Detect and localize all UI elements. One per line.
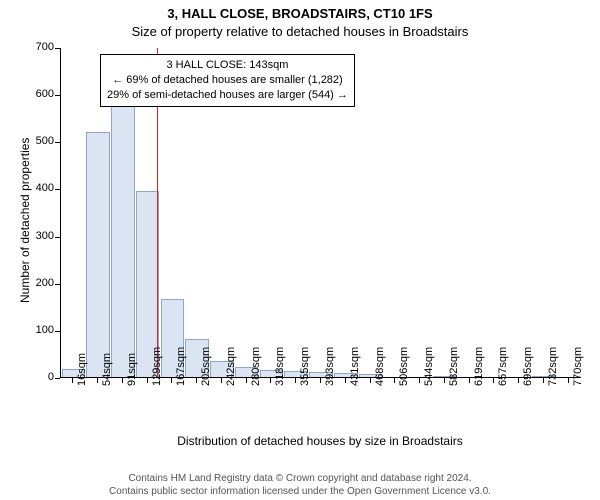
x-tick-mark: [97, 378, 98, 383]
x-tick-mark: [196, 378, 197, 383]
chart-title-main: 3, HALL CLOSE, BROADSTAIRS, CT10 1FS: [0, 6, 600, 21]
y-tick-mark: [55, 95, 60, 96]
x-tick-mark: [72, 378, 73, 383]
y-tick-label: 0: [24, 371, 54, 383]
x-axis-label: Distribution of detached houses by size …: [60, 434, 580, 448]
x-tick-mark: [370, 378, 371, 383]
x-tick-mark: [518, 378, 519, 383]
x-tick-mark: [171, 378, 172, 383]
histogram-bar: [111, 87, 135, 377]
x-tick-mark: [122, 378, 123, 383]
footer-line-1: Contains HM Land Registry data © Crown c…: [0, 473, 600, 486]
x-tick-mark: [270, 378, 271, 383]
annotation-line-1: 3 HALL CLOSE: 143sqm: [107, 58, 348, 73]
x-tick-mark: [469, 378, 470, 383]
x-tick-mark: [444, 378, 445, 383]
x-tick-mark: [394, 378, 395, 383]
y-tick-label: 100: [24, 324, 54, 336]
histogram-bar: [86, 132, 110, 377]
x-tick-mark: [246, 378, 247, 383]
y-tick-mark: [55, 284, 60, 285]
x-tick-mark: [345, 378, 346, 383]
y-tick-mark: [55, 48, 60, 49]
annotation-line-3: 29% of semi-detached houses are larger (…: [107, 88, 348, 103]
x-tick-mark: [295, 378, 296, 383]
x-tick-mark: [320, 378, 321, 383]
y-tick-mark: [55, 189, 60, 190]
y-tick-label: 400: [24, 182, 54, 194]
footer-line-2: Contains public sector information licen…: [0, 486, 600, 499]
footer-attribution: Contains HM Land Registry data © Crown c…: [0, 473, 600, 498]
x-tick-mark: [493, 378, 494, 383]
y-tick-label: 200: [24, 277, 54, 289]
x-tick-mark: [221, 378, 222, 383]
y-tick-label: 600: [24, 88, 54, 100]
y-tick-label: 700: [24, 41, 54, 53]
y-tick-label: 500: [24, 135, 54, 147]
y-tick-label: 300: [24, 230, 54, 242]
chart-container: 3, HALL CLOSE, BROADSTAIRS, CT10 1FS Siz…: [0, 0, 600, 500]
y-tick-mark: [55, 378, 60, 379]
y-tick-mark: [55, 331, 60, 332]
y-tick-mark: [55, 237, 60, 238]
y-tick-mark: [55, 142, 60, 143]
x-tick-mark: [419, 378, 420, 383]
annotation-box: 3 HALL CLOSE: 143sqm← 69% of detached ho…: [100, 54, 355, 107]
annotation-line-2: ← 69% of detached houses are smaller (1,…: [107, 73, 348, 88]
x-tick-mark: [543, 378, 544, 383]
x-tick-mark: [147, 378, 148, 383]
chart-title-sub: Size of property relative to detached ho…: [0, 24, 600, 39]
x-tick-mark: [568, 378, 569, 383]
